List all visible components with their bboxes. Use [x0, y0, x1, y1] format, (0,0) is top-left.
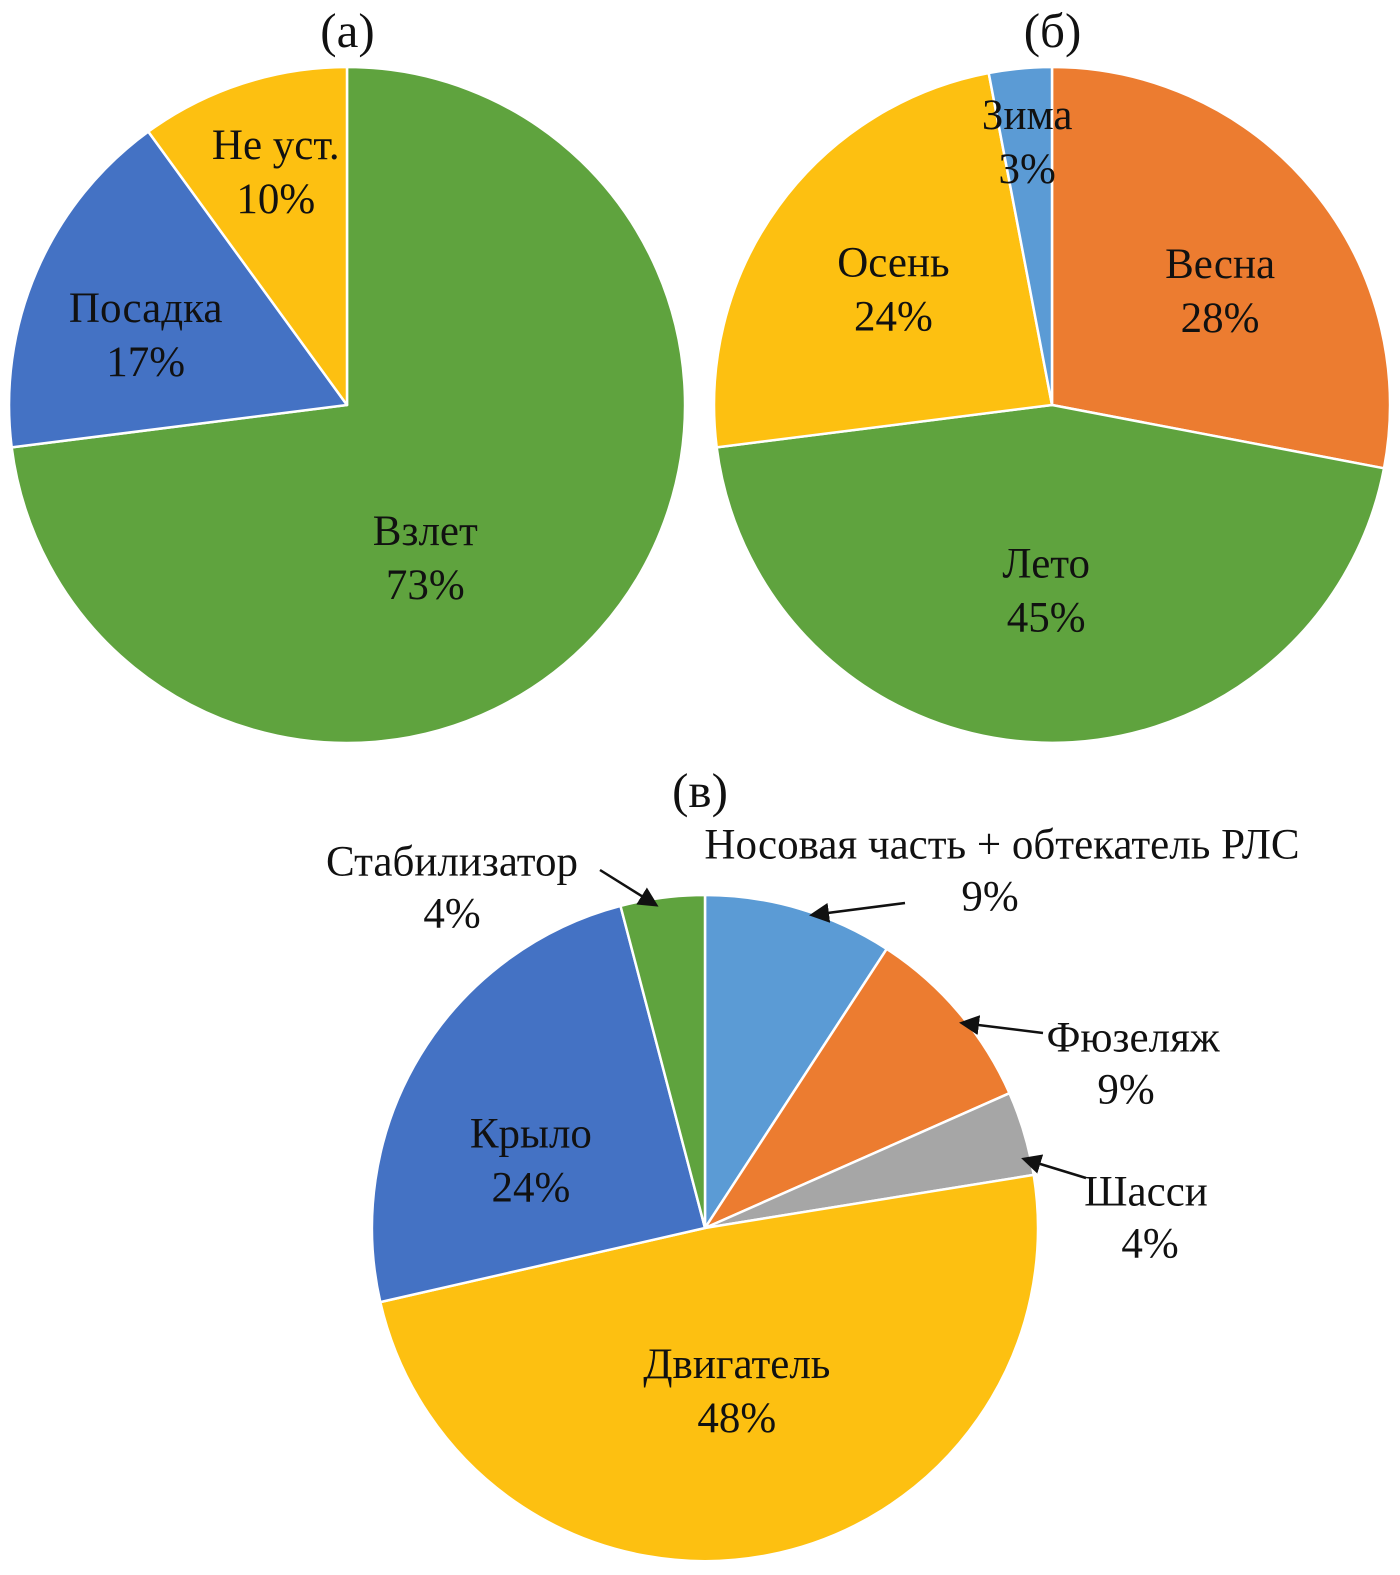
pie-pct-fuselage: 9%: [1097, 1067, 1154, 1114]
pie-pct-engine: 48%: [697, 1395, 776, 1442]
pie-label-winter: Зима: [982, 92, 1073, 139]
pie-label-landing: Посадка: [69, 285, 223, 332]
pie-slice-winter: [987, 65, 1054, 407]
pie-pct-landing: 17%: [106, 339, 185, 386]
pie-chart-flight-phase: Взлет 73% Посадка 17% Не уст. 10%: [7, 65, 687, 745]
pie-pct-spring: 28%: [1181, 295, 1260, 342]
pie-slice-stabilizer: [619, 893, 707, 1230]
pie-label-autumn: Осень: [837, 239, 949, 286]
panel-v-title: (в): [672, 763, 728, 818]
panel-a-title: (а): [320, 3, 375, 58]
pie-label-takeoff: Взлет: [373, 508, 478, 555]
pie-pct-winter: 3%: [999, 146, 1056, 193]
pie-label-wing: Крыло: [470, 1111, 592, 1158]
callout-arrow-nose-radome: [809, 901, 906, 923]
pie-slice-spring: [1050, 65, 1392, 470]
pie-slice-engine: [379, 1173, 1040, 1563]
pie-label-spring: Весна: [1165, 241, 1275, 288]
panel-b-title: (б): [1023, 3, 1082, 58]
pie-slice-nose-radome: [703, 893, 888, 1230]
callout-arrow-fuselage: [959, 1015, 1044, 1036]
pie-label-summer: Лето: [1002, 540, 1090, 587]
pie-pct-nose-radome: 9%: [961, 874, 1018, 921]
pie-slice-landing: [7, 130, 349, 449]
pie-pct-takeoff: 73%: [386, 562, 465, 609]
pie-label-stabilizer: Стабилизатор: [326, 839, 578, 886]
pie-pct-wing: 24%: [491, 1165, 570, 1212]
pie-slice-fuselage: [703, 947, 1011, 1230]
pie-slice-autumn: [712, 71, 1054, 449]
callout-arrow-stabilizer: [599, 868, 659, 907]
pie-slice-wing: [370, 904, 707, 1304]
pie-pct-not-established: 10%: [236, 176, 315, 223]
pie-label-not-established: Не уст.: [212, 122, 340, 169]
pie-label-nose-radome: Носовая часть + обтекатель РЛС: [704, 822, 1299, 869]
pie-label-landing-gear: Шасси: [1084, 1169, 1208, 1216]
pie-pct-summer: 45%: [1007, 594, 1086, 641]
pie-slice-summer: [715, 403, 1386, 745]
callout-arrow-landing-gear: [1021, 1154, 1087, 1180]
pie-pct-landing-gear: 4%: [1121, 1221, 1178, 1268]
pie-slice-takeoff: [10, 65, 687, 745]
pie-label-engine: Двигатель: [643, 1341, 830, 1388]
pie-slice-not-established: [147, 65, 349, 407]
pie-pct-stabilizer: 4%: [423, 891, 480, 938]
pie-chart-season: Весна 28% Лето 45% Осень 24% Зима 3%: [712, 65, 1392, 745]
pie-pct-autumn: 24%: [854, 293, 933, 340]
pie-label-fuselage: Фюзеляж: [1046, 1015, 1219, 1062]
pie-chart-aircraft-component: Носовая часть + обтекатель РЛС 9% Фюзеляж 9…: [326, 822, 1300, 1563]
